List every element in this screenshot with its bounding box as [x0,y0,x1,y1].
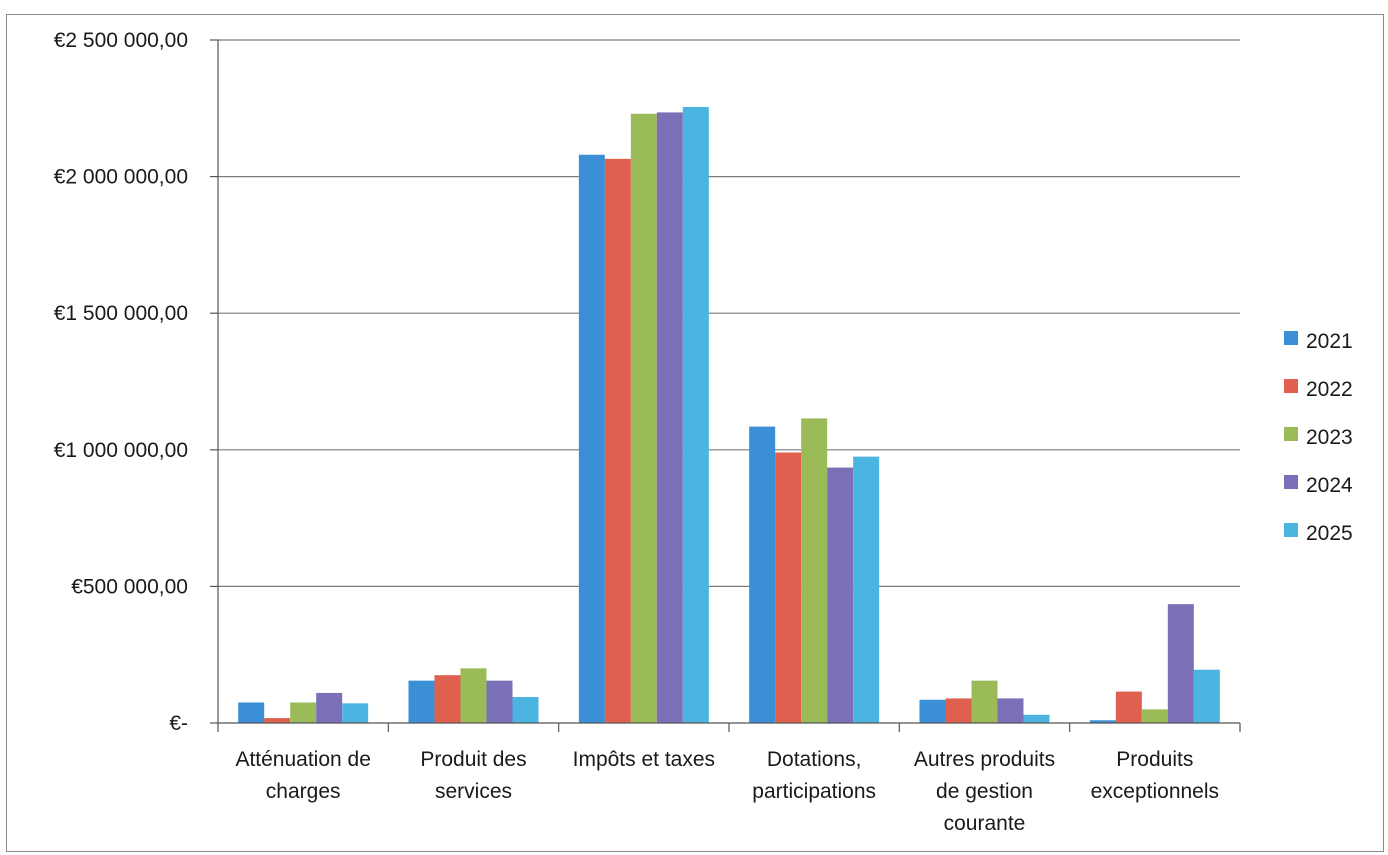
bar-2021 [238,702,265,723]
bar-2025 [682,106,709,723]
bar-2023 [971,680,998,723]
x-category-label: participations [752,780,876,803]
bar-2023 [1141,709,1168,723]
legend-swatch [1284,379,1298,393]
bar-2025 [853,456,880,723]
x-category-label: Produit des [420,748,526,771]
x-category-label: Impôts et taxes [573,748,715,771]
y-tick-label: €1 500 000,00 [54,302,188,325]
legend-label: 2025 [1306,522,1353,545]
bar-2021 [408,680,435,723]
bar-2024 [827,467,854,723]
x-category-label: services [435,780,512,803]
bar-2021 [578,154,605,723]
y-tick-label: €1 000 000,00 [54,439,188,462]
bar-2021 [749,426,776,723]
legend-label: 2023 [1306,426,1353,449]
bar-2024 [1167,604,1194,723]
legend-label: 2022 [1306,378,1353,401]
x-category-label: charges [266,780,341,803]
bar-2024 [316,692,343,723]
bar-2021 [919,699,946,723]
y-tick-label: €2 000 000,00 [54,166,188,189]
y-tick-label: €- [169,712,188,735]
bar-2024 [997,698,1024,723]
bar-2025 [342,703,369,723]
x-category-label: Produits [1116,748,1193,771]
bar-2022 [604,158,631,724]
y-tick-label: €500 000,00 [71,575,188,598]
legend-swatch [1284,523,1298,537]
x-category-label: Atténuation de [235,748,370,771]
bar-2025 [1023,714,1050,723]
bar-2023 [290,702,317,723]
bar-2022 [434,675,461,723]
bar-2023 [630,113,657,724]
bar-2025 [512,697,539,723]
bar-2022 [264,718,291,723]
bar-2025 [1193,669,1220,723]
bar-2022 [775,452,802,723]
bar-2022 [1115,691,1142,723]
x-category-label: courante [944,812,1026,835]
bar-2024 [486,680,513,723]
bar-2023 [460,668,487,723]
legend-label: 2024 [1306,474,1353,497]
x-category-label: de gestion [936,780,1033,803]
y-tick-label: €2 500 000,00 [54,29,188,52]
x-category-label: Autres produits [914,748,1055,771]
legend-swatch [1284,331,1298,345]
bar-2023 [801,418,828,723]
legend-swatch [1284,475,1298,489]
x-category-label: Dotations, [767,748,862,771]
x-category-label: exceptionnels [1091,780,1219,803]
bar-2022 [945,698,972,723]
legend-swatch [1284,427,1298,441]
bar-2021 [1089,720,1116,723]
bar-2024 [656,112,683,723]
legend-label: 2021 [1306,330,1353,353]
